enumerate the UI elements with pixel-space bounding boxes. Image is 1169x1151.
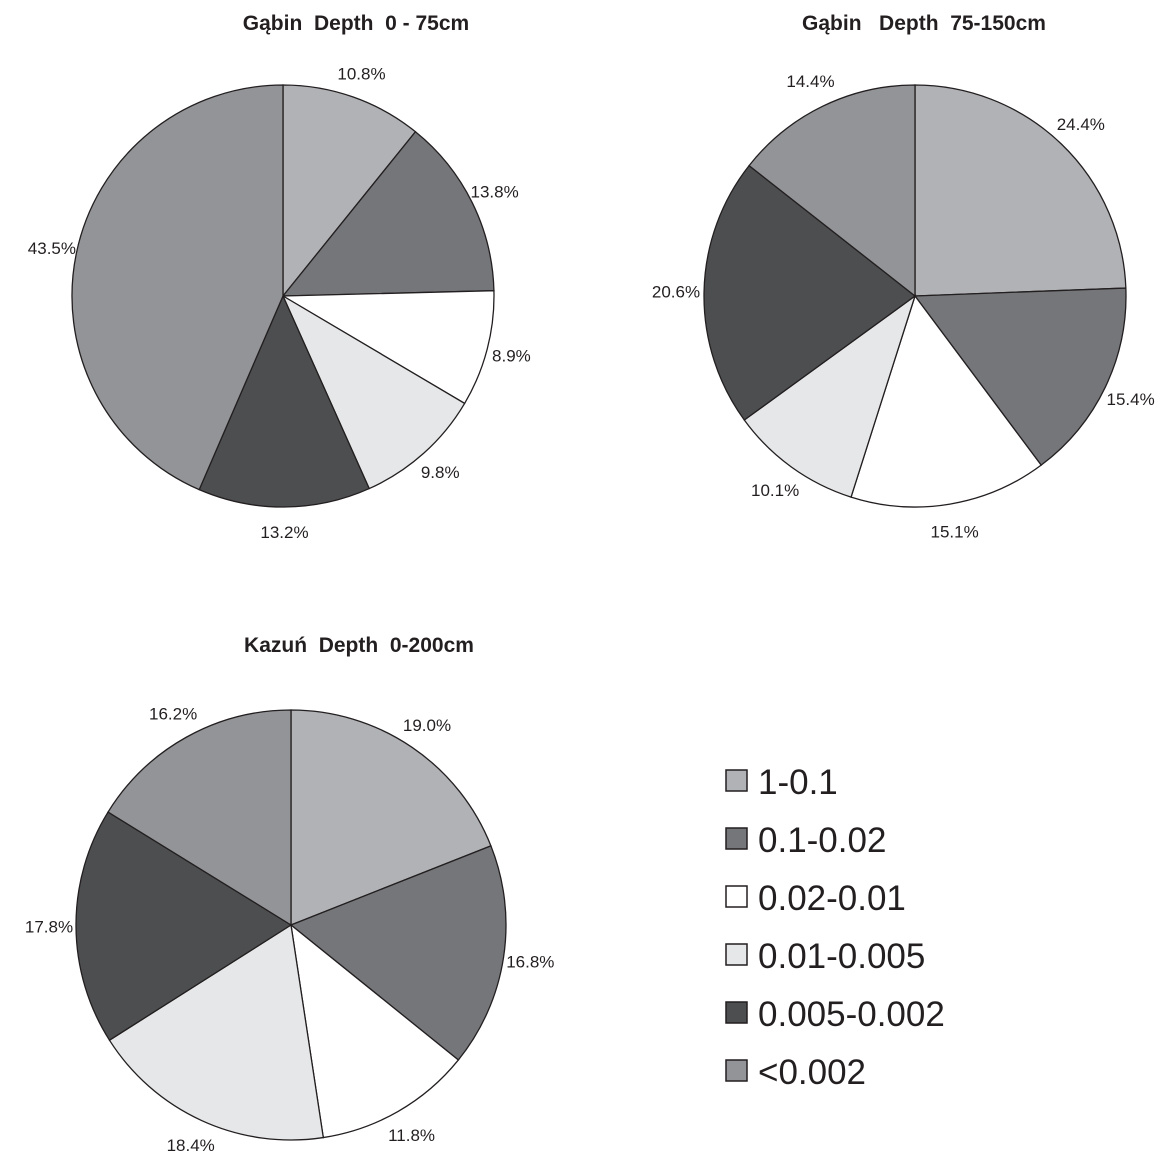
pie-slice-1-0.1 [914,84,1127,297]
legend-label-0.02-0.01: 0.02-0.01 [758,879,906,918]
pie-slice-1-0.1 [282,84,417,298]
slice-label-0.005-0.002: 13.2% [260,523,308,542]
slice-label-0.005-0.002: 17.8% [25,918,73,937]
legend: 1-0.1 0.1-0.02 0.02-0.01 0.01-0.005 0.00… [725,763,945,1092]
legend-label-1-0.1: 1-0.1 [758,763,838,802]
slice-label-0.1-0.02: 16.8% [506,952,554,971]
pie-slice-0.1-0.02 [281,130,495,297]
slice-label-0.02-0.01: 8.9% [492,346,531,365]
pie-slice-0.02-0.01 [290,923,460,1139]
pie-slice-0.005-0.002 [75,811,293,1042]
pie-slice-0.1-0.02 [289,845,507,1061]
slice-label-lt-0.002: 43.5% [28,239,76,258]
legend-swatch-lt-0.002 [725,1059,748,1082]
legend-label-0.01-0.005: 0.01-0.005 [758,937,925,976]
slice-label-0.02-0.01: 11.8% [388,1126,435,1145]
slice-label-0.1-0.02: 15.4% [1106,390,1154,409]
slice-label-0.005-0.002: 20.6% [652,283,700,302]
legend-swatch-1-0.1 [725,769,748,792]
slice-label-0.01-0.005: 18.4% [167,1136,215,1151]
pie-slice-lt-0.002 [748,84,916,298]
pie-slice-0.01-0.005 [743,294,917,498]
pie-slice-0.02-0.01 [280,290,495,405]
legend-swatch-0.01-0.005 [725,943,748,966]
legend-label-0.1-0.02: 0.1-0.02 [758,821,886,860]
slice-label-0.1-0.02: 13.8% [470,183,518,202]
legend-swatch-0.1-0.02 [725,827,748,850]
slice-label-0.02-0.01: 15.1% [930,523,978,542]
pie-slice-0.01-0.005 [281,294,466,490]
pie-slice-0.1-0.02 [913,287,1127,467]
legend-label-0.005-0.002: 0.005-0.002 [758,995,945,1034]
pie-chart-kazun-0-200: 19.0% 16.8% 11.8% 18.4% 17.8% 16.2% [25,705,555,1151]
slice-label-1-0.1: 19.0% [403,716,451,735]
pie-chart-gabin-0-75: 10.8% 13.8% 8.9% 9.8% 13.2% 43.5% [28,65,531,543]
slice-label-1-0.1: 10.8% [337,65,385,84]
chart-title-gabin-0-75: Gąbin Depth 0 - 75cm [243,12,469,35]
pie-slice-0.005-0.002 [703,164,917,421]
pie-chart-gabin-75-150: 24.4% 15.4% 15.1% 10.1% 20.6% 14.4% [652,72,1155,542]
slice-label-1-0.1: 24.4% [1057,115,1105,134]
legend-swatch-0.02-0.01 [725,885,748,908]
pie-slice-0.01-0.005 [108,923,325,1141]
legend-label-lt-0.002: <0.002 [758,1053,866,1092]
slice-label-0.01-0.005: 9.8% [421,463,460,482]
pie-slice-1-0.1 [290,709,492,926]
slice-label-0.01-0.005: 10.1% [751,481,799,500]
chart-title-gabin-75-150: Gąbin Depth 75-150cm [802,12,1046,35]
chart-title-kazun-0-200: Kazuń Depth 0-200cm [244,634,474,657]
legend-swatch-0.005-0.002 [725,1001,748,1024]
pie-slice-lt-0.002 [71,84,284,491]
slice-label-lt-0.002: 14.4% [786,72,834,91]
pie-slice-lt-0.002 [107,709,292,927]
pie-slice-0.005-0.002 [198,294,371,508]
slice-label-lt-0.002: 16.2% [149,705,197,724]
